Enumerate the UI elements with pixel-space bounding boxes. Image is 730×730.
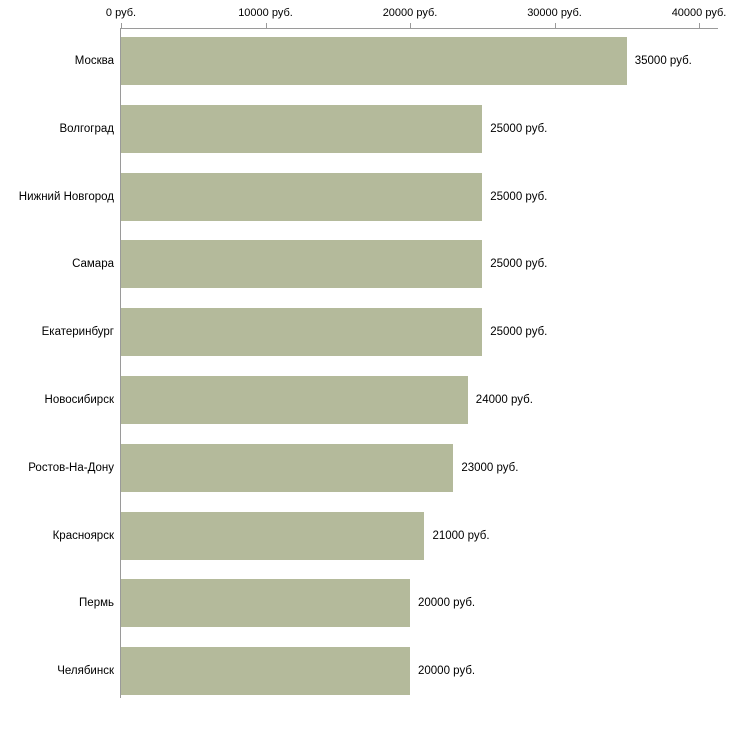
bar-row: Челябинск 20000 руб.: [57, 647, 718, 696]
bar: [121, 443, 454, 492]
value-label: 25000 руб.: [490, 190, 548, 203]
x-axis-tick-label: 40000 руб.: [671, 7, 727, 19]
x-axis-tick-label: 20000 руб.: [382, 7, 438, 19]
bar-row: Нижний Новгород 25000 руб.: [19, 172, 718, 221]
x-axis-tick: [265, 23, 267, 29]
category-label: Екатеринбург: [41, 326, 114, 339]
x-axis-tick-label: 30000 руб.: [527, 7, 582, 19]
category-label: Москва: [74, 55, 114, 67]
value-label: 25000 руб.: [490, 122, 548, 135]
bar: [121, 308, 483, 357]
category-label: Самара: [72, 258, 114, 271]
value-label: 25000 руб.: [490, 258, 548, 271]
bar: [121, 37, 627, 85]
x-axis-tick: [121, 23, 122, 29]
x-axis-tick: [554, 23, 556, 29]
bar: [121, 240, 483, 289]
category-label: Челябинск: [57, 665, 114, 678]
value-label: 23000 руб.: [461, 461, 519, 474]
bar-row: Красноярск 21000 руб.: [53, 511, 718, 560]
bar: [121, 647, 410, 696]
value-label: 25000 руб.: [490, 326, 548, 339]
bar: [121, 376, 468, 424]
category-label: Ростов-На-Дону: [28, 461, 114, 474]
x-axis-tick: [410, 23, 411, 29]
bar-row: Екатеринбург 25000 руб.: [42, 308, 718, 357]
value-label: 35000 руб.: [634, 55, 692, 67]
category-label: Новосибирск: [44, 394, 114, 406]
bar: [121, 104, 483, 153]
bar: [121, 511, 425, 560]
category-label: Нижний Новгород: [18, 190, 114, 203]
bar-row: Пермь 20000 руб.: [79, 579, 718, 628]
bar-row: Волгоград 25000 руб.: [59, 104, 718, 153]
value-label: 20000 руб.: [418, 665, 476, 678]
bar-row: Москва 35000 руб.: [75, 37, 718, 85]
x-axis-tick: [699, 23, 700, 29]
bar: [121, 172, 483, 221]
value-label: 20000 руб.: [418, 597, 476, 610]
bar-row: Самара 25000 руб.: [72, 240, 718, 289]
x-axis-tick-label: 0 руб.: [105, 7, 137, 19]
bar: [121, 579, 410, 628]
category-label: Волгоград: [59, 122, 114, 135]
bar-row: Новосибирск 24000 руб.: [45, 376, 718, 424]
category-label: Красноярск: [52, 529, 114, 542]
bar-row: Ростов-На-Дону 23000 руб.: [28, 443, 718, 492]
category-label: Пермь: [79, 597, 114, 610]
value-label: 24000 руб.: [475, 394, 533, 406]
value-label: 21000 руб.: [432, 529, 490, 542]
x-axis-tick-label: 10000 руб.: [238, 7, 293, 19]
plot-area: 0 руб. 10000 руб. 20000 руб. 30000 руб. 4000…: [19, 7, 726, 698]
